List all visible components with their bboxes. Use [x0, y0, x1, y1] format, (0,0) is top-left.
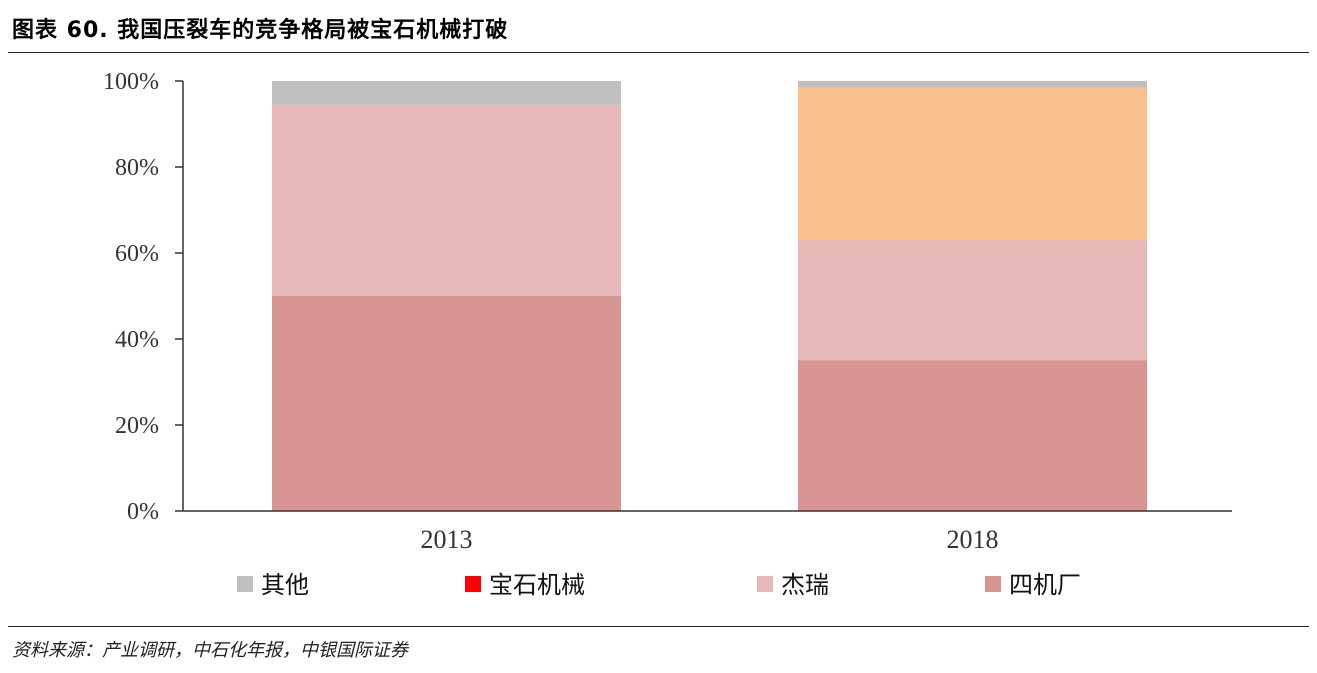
y-tick-label: 100% [103, 69, 159, 95]
legend-label: 杰瑞 [781, 571, 829, 599]
bar-segment-2013-0 [272, 296, 621, 511]
legend-label: 四机厂 [1009, 571, 1081, 599]
legend-item: 其他 [237, 571, 309, 599]
legend-swatch [757, 576, 773, 592]
legend-item: 杰瑞 [757, 571, 829, 599]
y-tick-label: 0% [127, 499, 159, 525]
y-tick-label: 40% [115, 327, 159, 353]
source-note: 资料来源：产业调研，中石化年报，中银国际证券 [12, 640, 408, 661]
bar-segment-2018-3 [798, 81, 1147, 88]
plot-area [272, 81, 1147, 511]
bar-segment-2013-1 [272, 104, 621, 297]
bar-segment-2018-0 [798, 360, 1147, 511]
y-tick-label: 80% [115, 155, 159, 181]
legend-item: 四机厂 [985, 571, 1081, 599]
bar-segment-2018-1 [798, 240, 1147, 361]
bar-segment-2013-3 [272, 81, 621, 105]
y-tick-label: 20% [115, 413, 159, 439]
legend-swatch [237, 576, 253, 592]
legend-label: 宝石机械 [489, 571, 585, 599]
title-rule [8, 52, 1309, 53]
x-category-label: 2018 [947, 525, 999, 554]
y-tick-label: 60% [115, 241, 159, 267]
x-axis: 2013 2018 [183, 510, 1232, 554]
x-category-label: 2013 [421, 525, 473, 554]
chart-title: 图表 60. 我国压裂车的竞争格局被宝石机械打破 [12, 18, 509, 43]
stacked-bar-chart: 0% 20% 40% 60% 80% 100% 2013 2018 其他 宝石机械 杰瑞 四机厂 [103, 69, 1232, 599]
y-axis: 0% 20% 40% 60% 80% 100% [103, 69, 184, 525]
legend-swatch [465, 576, 481, 592]
legend: 其他 宝石机械 杰瑞 四机厂 [237, 571, 1081, 599]
source-rule [8, 626, 1309, 627]
bar-segment-2018-2 [798, 87, 1147, 241]
legend-swatch [985, 576, 1001, 592]
legend-label: 其他 [261, 571, 309, 599]
legend-item: 宝石机械 [465, 571, 585, 599]
